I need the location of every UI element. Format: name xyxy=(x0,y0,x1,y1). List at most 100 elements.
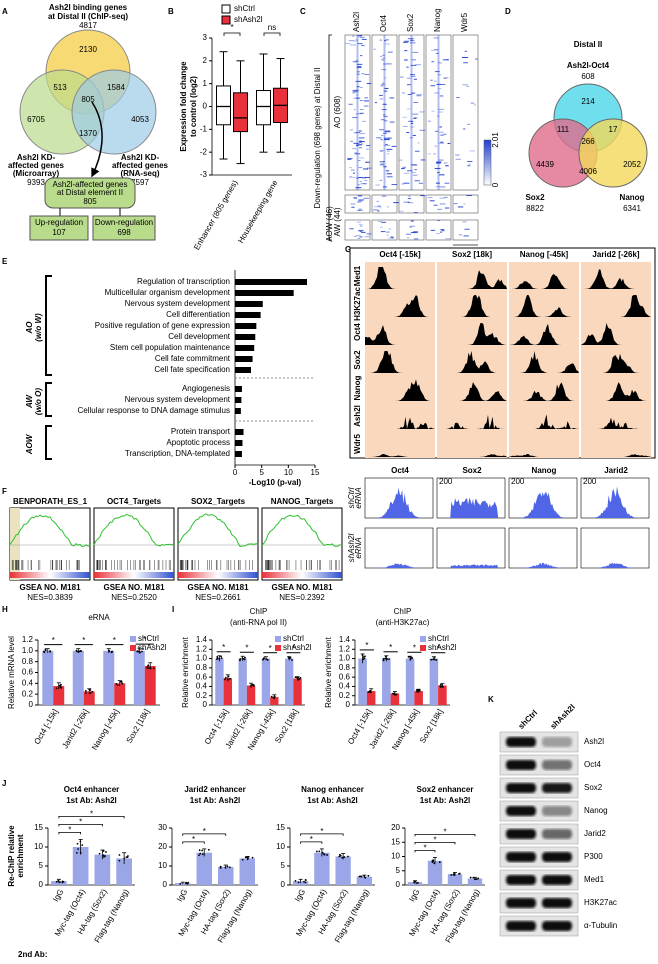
heatmap-signal xyxy=(419,111,425,113)
heatmap-signal xyxy=(409,137,414,139)
heatmap-signal xyxy=(382,57,386,59)
heatmap-signal xyxy=(375,184,380,186)
replicate-dot xyxy=(272,696,275,699)
venn-label: Nanog xyxy=(620,193,645,202)
y-tick-label: 1.2 xyxy=(22,635,34,644)
replicate-dot xyxy=(89,692,92,694)
box-count: 805 xyxy=(83,197,97,206)
heatmap-signal xyxy=(352,35,355,37)
annotation: * xyxy=(413,643,416,652)
heatmap-signal xyxy=(355,187,362,189)
rank-bar xyxy=(178,572,258,578)
box-label: at Distal element II xyxy=(57,188,123,197)
heatmap-signal xyxy=(413,78,417,80)
venn-count: 805 xyxy=(81,95,95,104)
track-signal xyxy=(581,417,651,429)
heatmap-signal xyxy=(467,123,471,125)
y-tick-label: 0 xyxy=(163,880,168,889)
panel-label: H xyxy=(2,605,8,614)
annotation: * xyxy=(389,643,392,652)
y-tick-label: 10 xyxy=(391,852,400,861)
heatmap-signal xyxy=(406,108,411,110)
y-tick-label: 20 xyxy=(391,823,400,832)
heatmap-signal xyxy=(409,42,416,44)
heatmap-signal xyxy=(359,181,362,183)
heatmap-signal xyxy=(350,203,356,205)
gsea-curve xyxy=(93,514,175,547)
heatmap-signal xyxy=(407,93,412,95)
replicate-dot xyxy=(226,865,229,868)
heatmap-signal xyxy=(361,38,367,40)
result-box xyxy=(29,215,89,241)
heatmap-signal xyxy=(462,84,468,86)
heatmap-signal xyxy=(468,163,471,165)
replicate-dot xyxy=(431,860,434,862)
replicate-dot xyxy=(149,667,152,670)
axis-label: -Log10 (p-val) xyxy=(249,478,302,487)
sig-bracket xyxy=(414,849,436,853)
heatmap-signal xyxy=(380,231,386,233)
track-label: Nanog xyxy=(353,375,362,400)
heatmap-signal xyxy=(352,176,356,178)
column-label: Sox2 xyxy=(406,13,415,32)
colorbar-label: 0 xyxy=(491,182,500,187)
category-label: Cell fate specification xyxy=(154,365,230,374)
replicate-dot xyxy=(142,647,144,650)
y-tick-label: 0 xyxy=(39,880,44,889)
heatmap-signal xyxy=(389,121,395,123)
replicate-dot xyxy=(57,879,60,882)
heatmap-signal xyxy=(358,177,363,179)
track-signal xyxy=(365,454,435,457)
venn-count: 9393 xyxy=(27,178,45,187)
legend-label: shCtrl xyxy=(234,4,255,13)
replicate-dot xyxy=(362,656,365,658)
heatmap-signal xyxy=(384,103,387,105)
heatmap-block xyxy=(398,219,425,241)
category-label: Cellular response to DNA damage stimulus xyxy=(77,406,230,415)
column-label: Nanog xyxy=(433,8,442,32)
bar xyxy=(72,847,89,885)
heatmap-block xyxy=(452,194,479,214)
x-tick-label: 5 xyxy=(259,468,264,477)
nes-label: NES=0.2392 xyxy=(279,593,325,602)
result-box xyxy=(44,177,136,209)
heatmap-signal xyxy=(384,130,391,132)
heatmap-signal xyxy=(359,157,365,159)
y-tick-label: 20 xyxy=(158,842,167,851)
heatmap-signal xyxy=(379,164,385,166)
x-tick-label: Housekeeping gene xyxy=(236,178,280,245)
sig-bracket xyxy=(182,833,227,836)
y-tick-label: 0.6 xyxy=(339,672,351,681)
axis-label: 2nd Ab: xyxy=(18,950,47,959)
bar xyxy=(335,856,351,885)
venn-count: 1584 xyxy=(107,83,125,92)
heatmap-signal xyxy=(355,131,361,133)
track-label: Ash2l xyxy=(353,405,362,427)
x-tick-label: 10 xyxy=(284,468,293,477)
heatmap-signal xyxy=(415,64,422,66)
blot-band xyxy=(506,852,536,862)
heatmap-signal xyxy=(363,105,369,107)
blot-band xyxy=(542,875,572,885)
heatmap-signal xyxy=(413,101,419,103)
replicate-dot xyxy=(179,882,182,885)
heatmap-signal xyxy=(380,163,385,165)
bar xyxy=(314,852,330,885)
replicate-dot xyxy=(198,854,200,857)
heatmap-signal xyxy=(466,195,473,197)
heatmap-signal xyxy=(357,221,361,223)
box-count: 698 xyxy=(117,228,131,237)
group-bracket xyxy=(45,382,52,417)
heatmap-signal xyxy=(376,200,379,202)
heatmap-signal xyxy=(474,58,478,60)
heatmap-signal xyxy=(439,186,446,188)
nes-label: NES=0.3839 xyxy=(27,593,73,602)
heatmap-signal xyxy=(466,85,469,87)
bar xyxy=(358,658,367,705)
replicate-dot xyxy=(226,678,229,681)
replicate-dot xyxy=(394,693,396,696)
bar xyxy=(235,356,253,362)
heatmap-signal xyxy=(381,221,387,223)
heatmap-signal xyxy=(418,182,423,184)
legend-label: shCtrl xyxy=(283,634,304,643)
